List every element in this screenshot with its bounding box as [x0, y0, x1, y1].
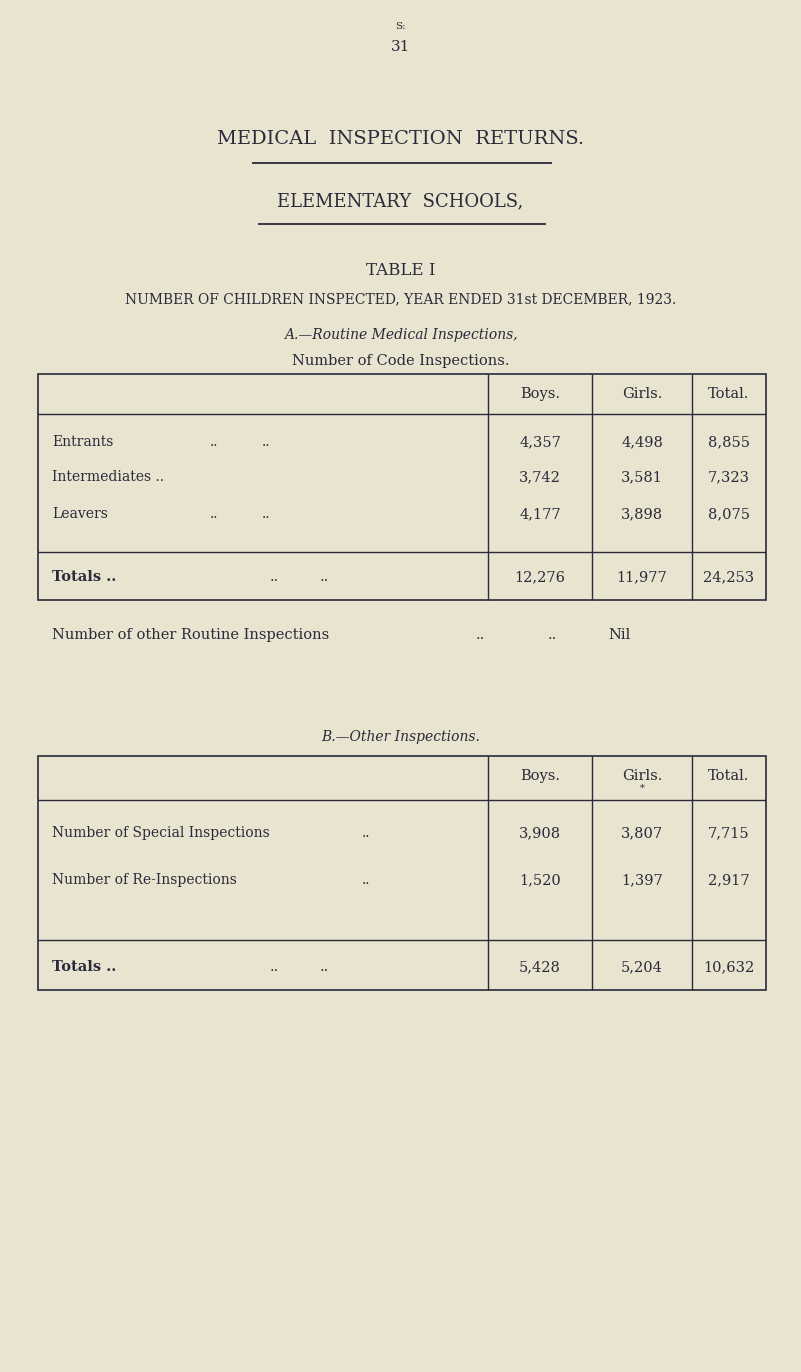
Text: Number of Re-Inspections: Number of Re-Inspections	[52, 873, 237, 888]
Text: Number of other Routine Inspections: Number of other Routine Inspections	[52, 628, 329, 642]
Text: 3,898: 3,898	[621, 508, 663, 521]
Text: 10,632: 10,632	[703, 960, 755, 974]
Text: 8,855: 8,855	[708, 435, 750, 449]
Text: Intermediates ..: Intermediates ..	[52, 471, 164, 484]
Text: Nil: Nil	[608, 628, 630, 642]
Text: A.—Routine Medical Inspections,: A.—Routine Medical Inspections,	[284, 328, 517, 342]
Text: 4,498: 4,498	[621, 435, 663, 449]
Text: Entrants: Entrants	[52, 435, 114, 449]
Text: ..: ..	[270, 960, 280, 974]
Text: B.—Other Inspections.: B.—Other Inspections.	[321, 730, 480, 744]
Text: 2,917: 2,917	[708, 873, 750, 888]
Text: ..: ..	[320, 960, 329, 974]
Text: ELEMENTARY  SCHOOLS,: ELEMENTARY SCHOOLS,	[277, 192, 524, 210]
Text: 5,204: 5,204	[621, 960, 663, 974]
Text: 3,581: 3,581	[621, 471, 663, 484]
Text: NUMBER OF CHILDREN INSPECTED, YEAR ENDED 31st DECEMBER, 1923.: NUMBER OF CHILDREN INSPECTED, YEAR ENDED…	[125, 292, 676, 306]
Text: 11,977: 11,977	[617, 569, 667, 584]
Text: 8,075: 8,075	[708, 508, 750, 521]
Text: ..: ..	[362, 826, 371, 840]
Text: Boys.: Boys.	[520, 387, 560, 401]
Text: *: *	[639, 783, 645, 793]
Text: 1,520: 1,520	[519, 873, 561, 888]
Text: TABLE I: TABLE I	[366, 262, 435, 279]
Text: 12,276: 12,276	[514, 569, 566, 584]
Text: Total.: Total.	[708, 387, 750, 401]
Text: ..: ..	[320, 569, 329, 584]
Text: 24,253: 24,253	[703, 569, 755, 584]
Text: 4,177: 4,177	[519, 508, 561, 521]
Text: ..: ..	[210, 508, 219, 521]
Text: Girls.: Girls.	[622, 768, 662, 783]
Text: ..: ..	[476, 628, 485, 642]
Text: 3,908: 3,908	[519, 826, 561, 840]
Text: Number of Code Inspections.: Number of Code Inspections.	[292, 354, 509, 368]
Text: MEDICAL  INSPECTION  RETURNS.: MEDICAL INSPECTION RETURNS.	[217, 130, 584, 148]
Bar	[38, 375, 766, 600]
Bar	[38, 756, 766, 991]
Text: S:: S:	[395, 22, 406, 32]
Text: 3,807: 3,807	[621, 826, 663, 840]
Text: Number of Special Inspections: Number of Special Inspections	[52, 826, 270, 840]
Text: 7,715: 7,715	[708, 826, 750, 840]
Text: 4,357: 4,357	[519, 435, 561, 449]
Text: 7,323: 7,323	[708, 471, 750, 484]
Text: Boys.: Boys.	[520, 768, 560, 783]
Text: ..: ..	[262, 435, 271, 449]
Text: Total.: Total.	[708, 768, 750, 783]
Text: ..: ..	[262, 508, 271, 521]
Text: ..: ..	[210, 435, 219, 449]
Text: Totals ..: Totals ..	[52, 960, 116, 974]
Text: Girls.: Girls.	[622, 387, 662, 401]
Text: 5,428: 5,428	[519, 960, 561, 974]
Text: ..: ..	[548, 628, 557, 642]
Text: 3,742: 3,742	[519, 471, 561, 484]
Text: ..: ..	[362, 873, 371, 888]
Text: 1,397: 1,397	[621, 873, 663, 888]
Text: ..: ..	[270, 569, 280, 584]
Text: Totals ..: Totals ..	[52, 569, 116, 584]
Text: 31: 31	[391, 40, 410, 54]
Text: Leavers: Leavers	[52, 508, 108, 521]
